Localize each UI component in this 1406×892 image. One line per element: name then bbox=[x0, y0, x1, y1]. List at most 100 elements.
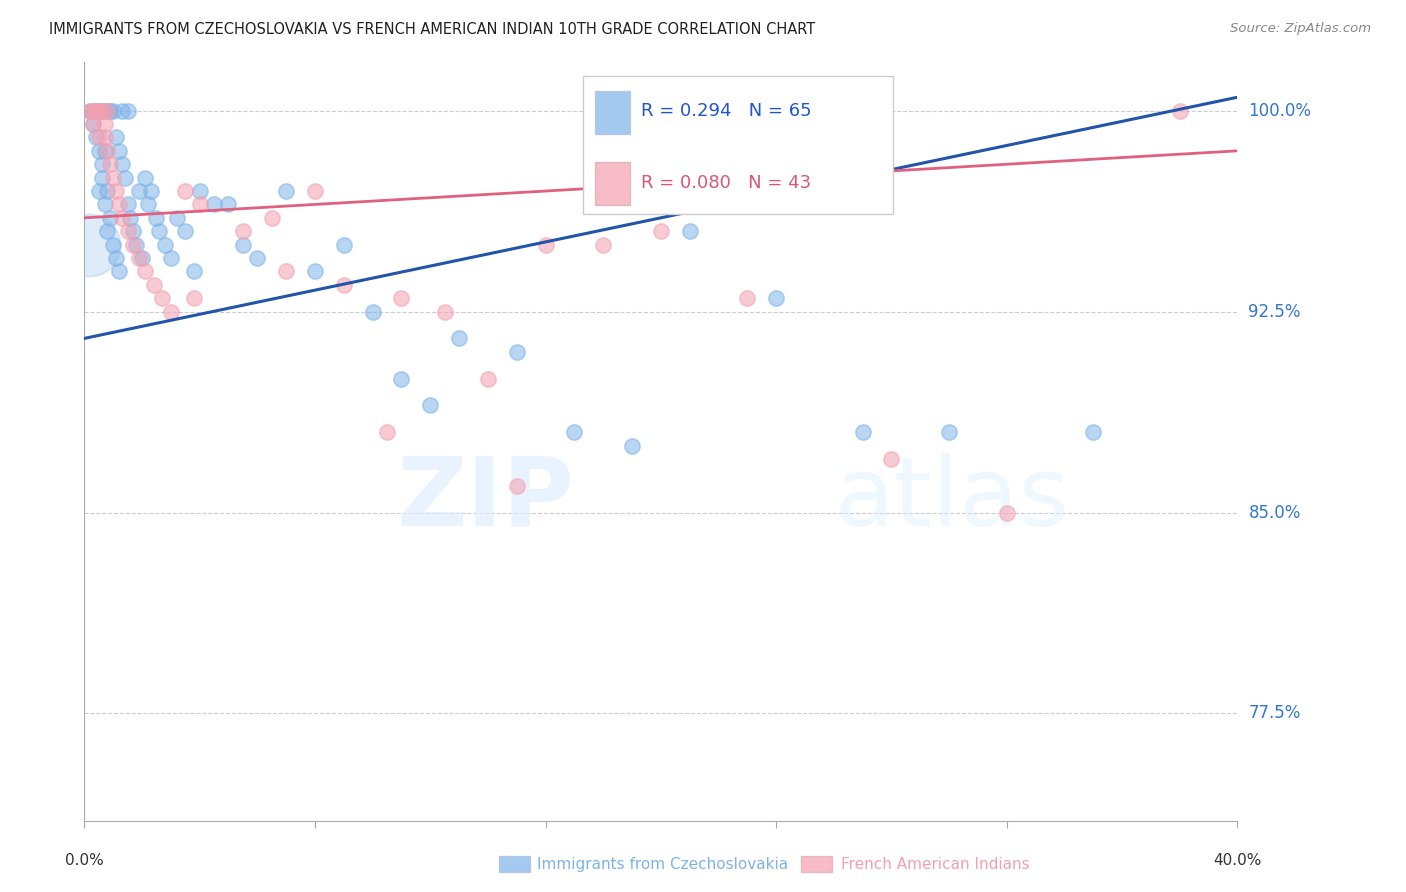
Point bbox=[117, 103, 139, 118]
Point bbox=[122, 237, 145, 252]
Point bbox=[87, 144, 110, 158]
Point bbox=[82, 103, 104, 118]
Point bbox=[183, 291, 205, 305]
Point bbox=[160, 304, 183, 318]
Point bbox=[84, 103, 107, 118]
Text: ZIP: ZIP bbox=[396, 452, 575, 546]
Point bbox=[650, 224, 672, 238]
Point bbox=[333, 237, 356, 252]
Point bbox=[87, 103, 110, 118]
Point bbox=[188, 197, 211, 211]
Text: 92.5%: 92.5% bbox=[1249, 302, 1301, 320]
Point bbox=[166, 211, 188, 225]
Point bbox=[375, 425, 398, 439]
Point bbox=[506, 344, 529, 359]
Point bbox=[103, 103, 124, 118]
Point bbox=[449, 331, 471, 345]
Point bbox=[592, 237, 614, 252]
Point bbox=[84, 103, 107, 118]
Point bbox=[153, 237, 176, 252]
Point bbox=[111, 103, 134, 118]
Point bbox=[120, 211, 142, 225]
Point bbox=[96, 103, 118, 118]
Point bbox=[96, 103, 118, 118]
Point bbox=[737, 291, 759, 305]
Text: 100.0%: 100.0% bbox=[1249, 102, 1312, 120]
Point bbox=[160, 251, 183, 265]
Point bbox=[134, 170, 156, 185]
Point bbox=[232, 224, 254, 238]
Point bbox=[79, 103, 101, 118]
Text: 0.0%: 0.0% bbox=[65, 853, 104, 868]
Point bbox=[433, 304, 456, 318]
Point bbox=[98, 157, 121, 171]
Point bbox=[90, 103, 112, 118]
Point bbox=[103, 237, 124, 252]
Text: R = 0.080   N = 43: R = 0.080 N = 43 bbox=[641, 174, 811, 192]
Point bbox=[304, 184, 326, 198]
Point bbox=[880, 452, 903, 467]
Point bbox=[139, 184, 162, 198]
Text: 77.5%: 77.5% bbox=[1249, 705, 1301, 723]
Point bbox=[125, 237, 148, 252]
Point bbox=[105, 251, 128, 265]
Point bbox=[105, 184, 128, 198]
Point bbox=[142, 277, 165, 292]
Point bbox=[77, 237, 100, 252]
Text: French American Indians: French American Indians bbox=[841, 857, 1029, 871]
Point bbox=[98, 211, 121, 225]
Point bbox=[534, 237, 557, 252]
Point bbox=[108, 144, 131, 158]
Point bbox=[150, 291, 173, 305]
Point bbox=[98, 103, 121, 118]
Point bbox=[183, 264, 205, 278]
Point bbox=[105, 130, 128, 145]
Point bbox=[232, 237, 254, 252]
Point bbox=[84, 130, 107, 145]
Point bbox=[93, 130, 115, 145]
Point bbox=[260, 211, 283, 225]
Point bbox=[108, 197, 131, 211]
Point bbox=[103, 170, 124, 185]
Point bbox=[90, 170, 112, 185]
Point bbox=[111, 211, 134, 225]
Point bbox=[82, 117, 104, 131]
Point bbox=[333, 277, 356, 292]
Point bbox=[145, 211, 167, 225]
Text: IMMIGRANTS FROM CZECHOSLOVAKIA VS FRENCH AMERICAN INDIAN 10TH GRADE CORRELATION : IMMIGRANTS FROM CZECHOSLOVAKIA VS FRENCH… bbox=[49, 22, 815, 37]
Point bbox=[90, 103, 112, 118]
Point bbox=[93, 197, 115, 211]
Point bbox=[304, 264, 326, 278]
Point bbox=[93, 117, 115, 131]
Text: R = 0.294   N = 65: R = 0.294 N = 65 bbox=[641, 103, 811, 120]
Point bbox=[79, 103, 101, 118]
Point bbox=[93, 103, 115, 118]
Point bbox=[995, 506, 1018, 520]
Point bbox=[96, 144, 118, 158]
Point bbox=[276, 184, 298, 198]
Point bbox=[87, 130, 110, 145]
Point bbox=[122, 224, 145, 238]
Point bbox=[391, 291, 413, 305]
Point bbox=[765, 291, 787, 305]
Point bbox=[174, 184, 197, 198]
Point bbox=[246, 251, 269, 265]
Point bbox=[87, 184, 110, 198]
Point bbox=[938, 425, 960, 439]
Text: atlas: atlas bbox=[834, 452, 1069, 546]
Point bbox=[82, 103, 104, 118]
Point bbox=[134, 264, 156, 278]
Point bbox=[419, 398, 441, 412]
Point bbox=[564, 425, 586, 439]
Point bbox=[96, 224, 118, 238]
Point bbox=[93, 144, 115, 158]
Point bbox=[128, 251, 150, 265]
Point bbox=[111, 157, 134, 171]
Point bbox=[361, 304, 384, 318]
Point bbox=[391, 371, 413, 385]
Point bbox=[188, 184, 211, 198]
Point bbox=[148, 224, 170, 238]
Point bbox=[202, 197, 225, 211]
Point bbox=[218, 197, 240, 211]
Point bbox=[108, 264, 131, 278]
